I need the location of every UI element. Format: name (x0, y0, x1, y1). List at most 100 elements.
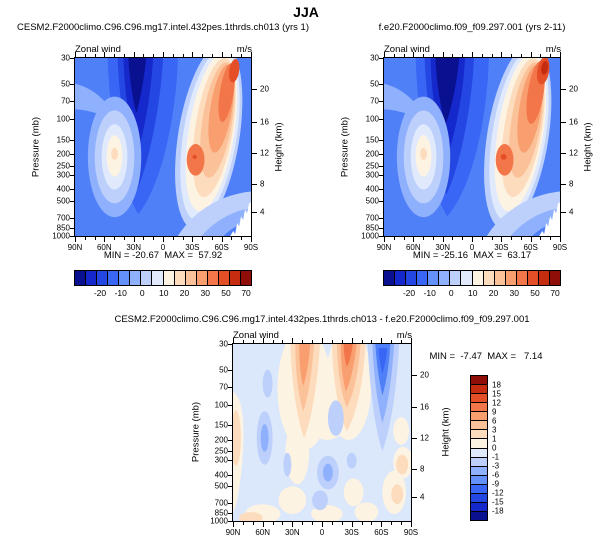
pressure-tick-label: 200 (365, 149, 379, 159)
height-tick-label: 12 (420, 433, 429, 443)
lat-tick (462, 54, 464, 57)
pressure-tick (70, 227, 74, 229)
lat-tick (75, 52, 76, 57)
panel3-units-label: m/s (396, 330, 412, 341)
height-tick-label: 8 (260, 179, 265, 189)
pressure-tick (70, 174, 74, 176)
pressure-tick (379, 83, 383, 85)
pressure-tick-label: 400 (214, 470, 228, 480)
panel1-plot: 90N 60N 30N 0 30S 60S 90S 30 50 70 100 150 200 250 300… (52, 52, 269, 252)
lat-tick-label: 90S (552, 243, 568, 252)
height-tick (252, 184, 257, 186)
lat-tick (262, 338, 264, 343)
pressure-tick-label: 150 (56, 135, 70, 145)
pressure-tick (70, 58, 74, 59)
lat-tick (252, 522, 254, 525)
height-tick (252, 152, 257, 154)
lat-tick (481, 237, 483, 240)
lat-tick (104, 52, 106, 57)
height-tick (561, 121, 566, 123)
pressure-tick-label: 100 (365, 114, 379, 124)
lat-tick (401, 340, 403, 343)
lat-tick (423, 237, 425, 240)
pressure-tick (379, 200, 383, 202)
lat-tick (251, 52, 252, 57)
lat-tick-label: 30N (126, 243, 141, 252)
lat-tick-label: 60S (374, 528, 389, 537)
colorbar-box (217, 271, 229, 285)
lat-tick (94, 54, 96, 57)
pressure-tick-label: 250 (214, 446, 228, 456)
pressure-tick (228, 404, 232, 406)
colorbar-box (460, 271, 472, 285)
height-tick-label: 20 (569, 84, 578, 94)
panel1-field-label: Zonal wind (75, 44, 121, 55)
lat-tick (423, 54, 425, 57)
pressure-tick-label: 70 (61, 96, 70, 106)
colorbar-box (493, 271, 505, 285)
pressure-tick-label: 1000 (361, 231, 379, 241)
colorbar-box (471, 483, 487, 493)
pressure-tick-label: 70 (219, 382, 228, 392)
height-tick (252, 212, 257, 214)
pressure-tick (379, 174, 383, 176)
colorbar-box (471, 447, 487, 457)
pressure-tick-label: 30 (370, 53, 379, 63)
lat-tick (331, 522, 333, 525)
colorbar-tick-label: 30 (200, 288, 210, 298)
lat-tick-label: 30S (185, 243, 200, 252)
height-tick (412, 497, 417, 499)
lat-tick-label: 60N (96, 243, 112, 252)
panel1-colorbar: -20 -10 0 10 20 30 50 70 (74, 270, 252, 298)
pressure-tick-label: 30 (61, 53, 70, 63)
pressure-tick (70, 200, 74, 202)
pressure-tick-label: 500 (56, 196, 70, 206)
colorbar-tick-label: -12 (492, 488, 504, 498)
panel1-height-axis-label: Height (km) (273, 122, 285, 172)
lat-tick (221, 237, 223, 242)
lat-tick (550, 237, 552, 240)
height-tick-label: 4 (260, 207, 265, 217)
pressure-tick (379, 119, 383, 121)
lat-tick (163, 52, 164, 57)
colorbar-box (140, 271, 152, 285)
lat-tick (403, 237, 405, 240)
lat-tick (401, 522, 403, 525)
pressure-tick-label: 700 (365, 213, 379, 223)
lat-tick (312, 340, 314, 343)
lat-tick (84, 54, 86, 57)
panel3-colorbar: 18 15 12 9 6 3 1 0 -1 -3 -6 -9 -12 -15 -18 (470, 375, 504, 521)
colorbar-box (471, 510, 487, 520)
lat-tick (262, 522, 264, 527)
pressure-tick-label: 150 (365, 135, 379, 145)
colorbar-tick-label: 10 (467, 288, 478, 298)
pressure-tick (228, 369, 232, 371)
colorbar-tick-label: 20 (488, 288, 499, 298)
pressure-tick (228, 521, 232, 522)
height-tick-label: 4 (569, 207, 574, 217)
lat-tick (432, 237, 434, 240)
pressure-tick (70, 217, 74, 219)
pressure-tick-label: 1000 (52, 231, 70, 241)
pressure-tick (70, 139, 74, 141)
lat-tick (520, 54, 522, 57)
colorbar-tick-label: -1 (492, 452, 500, 462)
pressure-tick-label: 500 (365, 196, 379, 206)
colorbar-tick-label: 3 (492, 425, 497, 435)
panel2-pressure-axis-label: Pressure (mb) (339, 116, 351, 178)
colorbar-box (471, 376, 487, 385)
colorbar-tick-label: 50 (221, 288, 231, 298)
pressure-tick (70, 83, 74, 85)
lat-tick (133, 237, 135, 242)
height-tick (561, 184, 566, 186)
colorbar-box (96, 271, 108, 285)
lat-tick (491, 237, 493, 240)
lat-tick (252, 340, 254, 343)
lat-tick (384, 237, 385, 242)
panel2-height-axis-label: Height (km) (582, 122, 594, 172)
colorbar-box (471, 393, 487, 403)
lat-tick-label: 30S (344, 528, 359, 537)
pressure-tick (228, 386, 232, 388)
colorbar-box (427, 271, 439, 285)
lat-tick (411, 522, 412, 527)
